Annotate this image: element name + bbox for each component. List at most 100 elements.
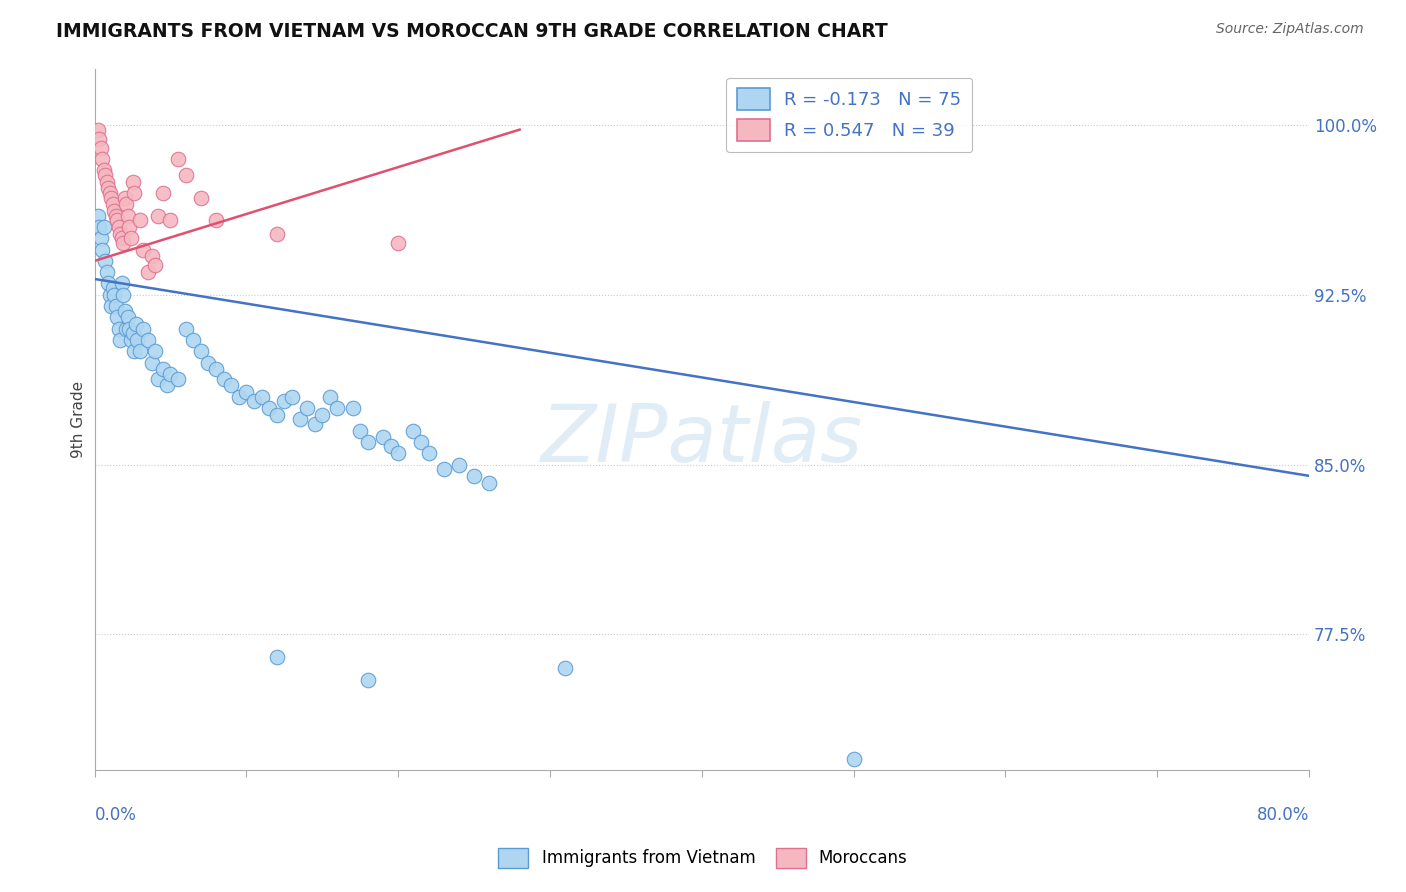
Point [205,213,228,227]
Point [124,317,146,331]
Point [112,235,135,250]
Point [402,424,425,438]
Point [91,243,114,257]
Point [433,462,456,476]
Point [100,299,122,313]
Point [86,209,108,223]
Point [101,197,124,211]
Text: ZIPatlas: ZIPatlas [541,401,863,479]
Point [86,122,108,136]
Text: Source: ZipAtlas.com: Source: ZipAtlas.com [1216,22,1364,37]
Point [212,371,235,385]
Point [129,213,152,227]
Point [159,367,181,381]
Point [122,186,145,200]
Point [250,390,273,404]
Point [141,356,163,370]
Point [842,752,865,766]
Point [136,333,159,347]
Point [132,322,155,336]
Point [97,181,120,195]
Point [96,265,118,279]
Point [114,190,136,204]
Point [117,310,139,325]
Point [104,299,127,313]
Point [174,322,197,336]
Point [118,219,141,234]
Point [136,265,159,279]
Point [108,322,131,336]
Point [409,434,432,449]
Point [105,213,128,227]
Point [156,378,179,392]
Point [105,310,128,325]
Legend: Immigrants from Vietnam, Moroccans: Immigrants from Vietnam, Moroccans [492,841,914,875]
Point [93,219,115,234]
Point [190,344,212,359]
Point [103,288,125,302]
Point [326,401,349,415]
Point [266,649,288,664]
Point [371,430,394,444]
Point [349,424,371,438]
Point [101,281,124,295]
Point [120,333,142,347]
Point [129,344,152,359]
Point [295,401,318,415]
Point [152,186,174,200]
Point [132,243,155,257]
Point [463,468,485,483]
Point [205,362,228,376]
Point [174,168,197,182]
Point [243,394,266,409]
Text: 0.0%: 0.0% [94,806,136,824]
Point [148,209,170,223]
Point [117,209,139,223]
Point [115,197,138,211]
Point [288,412,311,426]
Point [281,390,304,404]
Point [190,190,212,204]
Point [94,168,117,182]
Point [111,277,134,291]
Point [104,209,127,223]
Point [478,475,501,490]
Point [103,204,125,219]
Point [148,371,170,385]
Point [125,333,148,347]
Point [181,333,204,347]
Point [304,417,326,431]
Point [122,344,145,359]
Point [152,362,174,376]
Point [111,231,134,245]
Point [266,227,288,241]
Point [114,303,136,318]
Y-axis label: 9th Grade: 9th Grade [72,381,86,458]
Point [228,390,250,404]
Point [418,446,440,460]
Point [97,277,120,291]
Point [167,371,190,385]
Point [89,219,111,234]
Point [110,227,132,241]
Point [89,131,111,145]
Point [447,458,470,472]
Text: IMMIGRANTS FROM VIETNAM VS MOROCCAN 9TH GRADE CORRELATION CHART: IMMIGRANTS FROM VIETNAM VS MOROCCAN 9TH … [56,22,889,41]
Point [219,378,242,392]
Point [387,446,409,460]
Point [235,385,257,400]
Point [96,175,118,189]
Point [118,322,141,336]
Point [110,333,132,347]
Point [266,408,288,422]
Text: 80.0%: 80.0% [1257,806,1309,824]
Point [90,231,112,245]
Point [319,390,342,404]
Legend: R = -0.173   N = 75, R = 0.547   N = 39: R = -0.173 N = 75, R = 0.547 N = 39 [727,78,972,153]
Point [273,394,295,409]
Point [143,344,166,359]
Point [121,326,143,341]
Point [380,439,402,453]
Point [98,186,121,200]
Point [167,152,190,166]
